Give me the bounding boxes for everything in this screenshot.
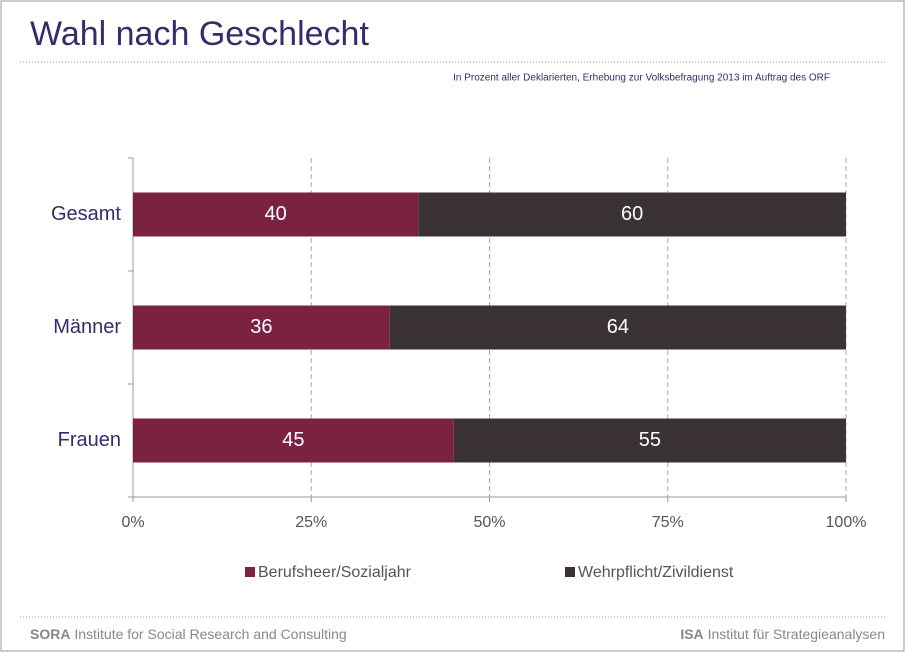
- data-label: 64: [607, 316, 629, 338]
- footer-left-text: Institute for Social Research and Consul…: [74, 626, 346, 642]
- footer-left: SORA Institute for Social Research and C…: [30, 626, 347, 642]
- x-tick-label: 75%: [652, 514, 684, 531]
- y-tick-label: Männer: [53, 316, 121, 338]
- legend-label: Berufsheer/Sozialjahr: [258, 564, 412, 581]
- x-tick-label: 25%: [295, 514, 327, 531]
- footer-right: ISA Institut für Strategieanalysen: [680, 626, 885, 642]
- data-label: 55: [639, 429, 661, 451]
- data-label: 60: [621, 203, 643, 225]
- x-tick-label: 50%: [473, 514, 505, 531]
- chart-title: Wahl nach Geschlecht: [30, 15, 369, 53]
- bar-segment: [389, 305, 846, 350]
- footer-right-bold: ISA: [680, 626, 703, 642]
- legend-swatch: [565, 567, 575, 577]
- legend-swatch: [245, 567, 255, 577]
- bar-segment: [133, 192, 419, 237]
- data-label: 45: [282, 429, 304, 451]
- x-tick-label: 0%: [121, 514, 144, 531]
- subtitle: In Prozent aller Deklarierten, Erhebung …: [453, 73, 830, 84]
- data-label: 40: [264, 203, 286, 225]
- y-tick-label: Frauen: [58, 429, 121, 451]
- bar-segment: [418, 192, 846, 237]
- bar-segment: [133, 305, 390, 350]
- data-label: 36: [250, 316, 272, 338]
- y-tick-label: Gesamt: [51, 203, 121, 225]
- bar-segment: [133, 418, 454, 463]
- footer-right-text: Institut für Strategieanalysen: [708, 626, 885, 642]
- bar-segment: [453, 418, 846, 463]
- footer-left-bold: SORA: [30, 626, 70, 642]
- legend-label: Wehrpflicht/Zivildienst: [578, 564, 734, 581]
- x-tick-label: 100%: [826, 514, 867, 531]
